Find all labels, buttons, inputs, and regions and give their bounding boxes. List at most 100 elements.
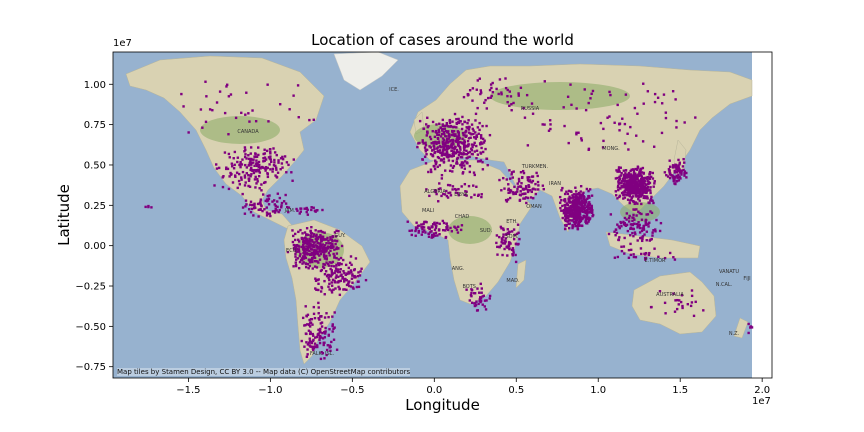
map-place-label: ANG. bbox=[452, 266, 465, 272]
case-point bbox=[316, 345, 319, 349]
case-point bbox=[436, 149, 440, 153]
case-point bbox=[444, 134, 447, 138]
case-point bbox=[521, 192, 524, 196]
case-point bbox=[576, 197, 579, 200]
case-point bbox=[623, 189, 627, 193]
case-point bbox=[223, 111, 227, 115]
case-point bbox=[335, 269, 338, 272]
case-point bbox=[475, 300, 478, 303]
case-point bbox=[625, 212, 629, 215]
case-point bbox=[451, 141, 455, 144]
case-point bbox=[440, 154, 444, 157]
case-point bbox=[511, 247, 515, 250]
case-point bbox=[325, 257, 329, 260]
case-point bbox=[590, 194, 594, 197]
case-point bbox=[583, 216, 586, 219]
case-point bbox=[287, 163, 290, 167]
case-point bbox=[649, 191, 652, 195]
case-point bbox=[647, 253, 651, 257]
case-point bbox=[435, 123, 438, 126]
case-point bbox=[517, 180, 521, 183]
case-point bbox=[442, 142, 446, 145]
case-point bbox=[262, 152, 265, 156]
case-point bbox=[235, 171, 239, 174]
case-point bbox=[292, 246, 296, 250]
case-point bbox=[269, 155, 272, 158]
case-point bbox=[499, 244, 503, 247]
case-point bbox=[417, 229, 421, 233]
case-point bbox=[483, 305, 486, 308]
case-point bbox=[580, 207, 584, 210]
case-point bbox=[664, 116, 668, 120]
case-point bbox=[576, 202, 579, 205]
case-point bbox=[465, 149, 468, 153]
case-point bbox=[435, 141, 439, 144]
case-point bbox=[584, 221, 588, 225]
case-point bbox=[308, 264, 311, 268]
map-place-label: MAD. bbox=[506, 278, 520, 284]
case-point bbox=[636, 224, 640, 227]
case-point bbox=[291, 240, 295, 244]
case-point bbox=[663, 301, 667, 305]
case-point bbox=[322, 343, 325, 347]
case-point bbox=[467, 144, 470, 147]
case-point bbox=[649, 210, 652, 213]
case-point bbox=[319, 315, 322, 318]
case-point bbox=[521, 169, 525, 173]
case-point bbox=[672, 179, 675, 183]
case-point bbox=[312, 241, 316, 244]
case-point bbox=[467, 137, 471, 140]
case-point bbox=[315, 344, 319, 347]
case-point bbox=[257, 174, 261, 178]
case-point bbox=[472, 129, 475, 132]
case-point bbox=[422, 222, 425, 226]
case-point bbox=[565, 224, 568, 227]
case-point bbox=[665, 174, 668, 177]
case-point bbox=[302, 261, 305, 264]
case-point bbox=[636, 226, 639, 229]
case-point bbox=[629, 169, 632, 173]
case-point bbox=[440, 177, 444, 180]
case-point bbox=[455, 148, 459, 152]
case-point bbox=[479, 300, 482, 304]
case-point bbox=[310, 257, 314, 260]
case-point bbox=[571, 194, 574, 197]
case-point bbox=[581, 210, 585, 213]
case-point bbox=[460, 166, 463, 169]
case-point bbox=[320, 250, 323, 253]
case-point bbox=[310, 341, 313, 345]
case-point bbox=[512, 237, 516, 241]
case-point bbox=[534, 188, 537, 191]
case-point bbox=[313, 342, 317, 345]
case-point bbox=[509, 177, 512, 180]
case-point bbox=[438, 222, 441, 225]
case-point bbox=[244, 163, 247, 167]
case-point bbox=[327, 276, 330, 280]
case-point bbox=[676, 298, 679, 302]
case-point bbox=[579, 185, 583, 188]
case-point bbox=[438, 232, 441, 236]
case-point bbox=[567, 200, 570, 203]
case-point bbox=[443, 148, 447, 151]
case-point bbox=[580, 203, 584, 207]
map-place-label: VANATU bbox=[719, 269, 739, 275]
case-point bbox=[320, 268, 324, 272]
case-point bbox=[650, 237, 653, 241]
case-point bbox=[565, 215, 569, 218]
case-point bbox=[481, 303, 484, 306]
case-point bbox=[441, 151, 444, 154]
y-tick-label: −0.50 bbox=[75, 322, 106, 333]
case-point bbox=[653, 92, 657, 96]
case-point bbox=[575, 107, 578, 110]
case-point bbox=[244, 113, 247, 116]
case-point bbox=[258, 171, 262, 174]
case-point bbox=[618, 177, 622, 181]
case-point bbox=[259, 167, 262, 170]
case-point bbox=[617, 225, 620, 228]
case-point bbox=[436, 234, 439, 237]
case-point bbox=[314, 345, 318, 349]
case-point bbox=[651, 177, 655, 180]
case-point bbox=[461, 161, 465, 164]
map-place-label: BOTS. bbox=[462, 284, 478, 290]
case-point bbox=[267, 120, 270, 123]
